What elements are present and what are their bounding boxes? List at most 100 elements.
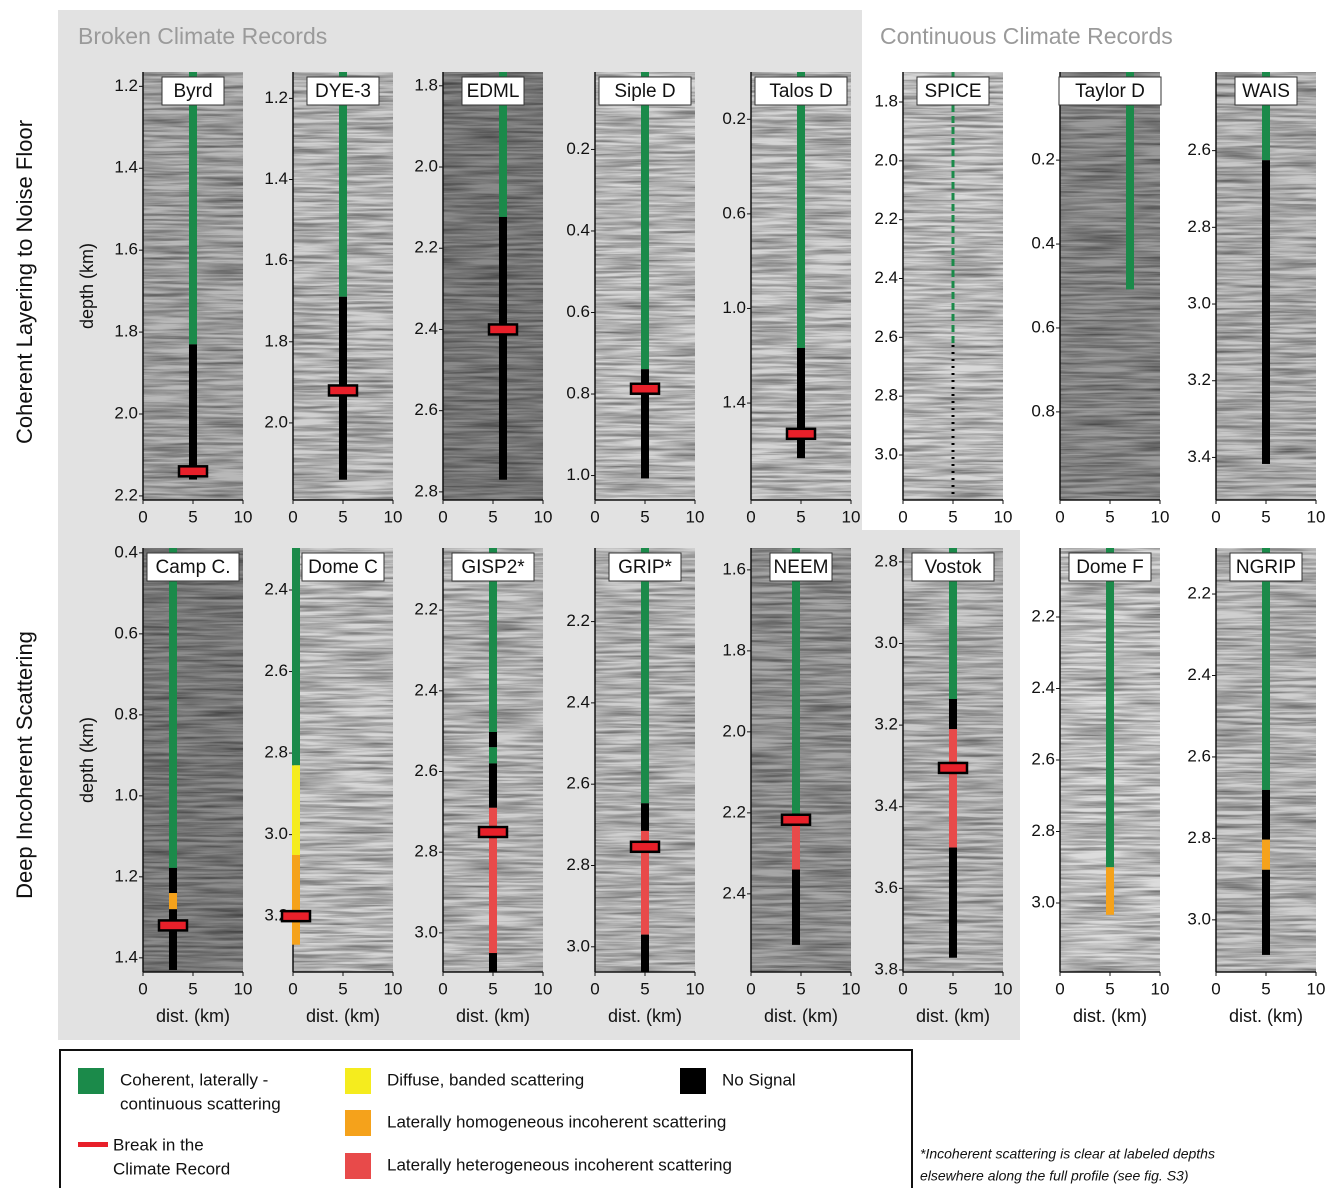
record-segment <box>489 763 497 807</box>
y-tick-label: 2.4 <box>414 680 438 699</box>
y-tick-label: 2.6 <box>1187 746 1211 765</box>
y-tick-label: 1.6 <box>264 250 288 269</box>
x-tick-label: 10 <box>384 507 403 526</box>
record-segment <box>797 348 805 458</box>
x-tick-label: 0 <box>898 507 907 526</box>
y-tick-label: 2.6 <box>1031 749 1055 768</box>
record-segment <box>189 344 197 479</box>
x-tick-label: 0 <box>138 507 147 526</box>
y-tick-label: 2.2 <box>1031 606 1055 625</box>
y-tick-label: 3.2 <box>874 715 898 734</box>
y-tick-label: 1.8 <box>722 640 746 659</box>
x-tick-label: 5 <box>338 979 347 998</box>
y-tick-label: 1.6 <box>114 240 138 259</box>
legend-swatch <box>78 1142 108 1147</box>
y-tick-label: 0.8 <box>566 384 590 403</box>
y-tick-label: 1.8 <box>414 75 438 94</box>
y-tick-label: 2.4 <box>722 883 746 902</box>
panel-title: Camp C. <box>156 557 231 578</box>
legend-swatch <box>680 1068 706 1094</box>
y-tick-label: 1.4 <box>722 393 746 412</box>
x-tick-label: 10 <box>686 507 705 526</box>
y-tick-label: 2.8 <box>874 551 898 570</box>
y-tick-label: 0.2 <box>1031 150 1055 169</box>
x-tick-label: 0 <box>590 507 599 526</box>
x-tick-label: 5 <box>488 979 497 998</box>
x-tick-label: 0 <box>590 979 599 998</box>
y-tick-label: 0.6 <box>566 302 590 321</box>
y-tick-label: 0.8 <box>114 704 138 723</box>
radargram-texture <box>443 72 543 500</box>
row-label: Deep Incoherent Scattering <box>12 631 37 899</box>
y-tick-label: 1.4 <box>264 169 288 188</box>
y-axis-label: depth (km) <box>77 243 97 329</box>
y-tick-label: 3.4 <box>1187 447 1211 466</box>
y-tick-label: 1.0 <box>114 785 138 804</box>
x-tick-label: 10 <box>1307 507 1326 526</box>
record-segment <box>641 803 649 831</box>
record-segment <box>641 935 649 972</box>
y-tick-label: 2.8 <box>1031 821 1055 840</box>
x-tick-label: 0 <box>288 507 297 526</box>
record-segment <box>1262 548 1270 790</box>
y-tick-label: 1.2 <box>114 76 138 95</box>
y-tick-label: 0.2 <box>566 139 590 158</box>
record-segment <box>489 732 497 747</box>
legend-label: Coherent, laterally - <box>120 1070 268 1089</box>
x-tick-label: 10 <box>994 979 1013 998</box>
x-axis-label: dist. (km) <box>916 1006 990 1026</box>
y-tick-label: 3.0 <box>1031 892 1055 911</box>
record-segment <box>1106 548 1114 867</box>
panel-title: Talos D <box>769 81 832 102</box>
record-break <box>489 324 517 334</box>
panel-title: Siple D <box>614 81 675 102</box>
x-tick-label: 5 <box>796 979 805 998</box>
y-tick-label: 2.6 <box>414 400 438 419</box>
record-break <box>282 911 310 921</box>
y-tick-label: 2.6 <box>264 661 288 680</box>
record-segment <box>292 855 300 945</box>
record-segment <box>792 548 800 820</box>
legend-label: Laterally homogeneous incoherent scatter… <box>387 1112 726 1131</box>
record-segment <box>641 548 649 803</box>
record-segment <box>489 953 497 972</box>
x-tick-label: 10 <box>534 979 553 998</box>
row-label: Coherent Layering to Noise Floor <box>12 120 37 444</box>
y-tick-label: 1.2 <box>114 866 138 885</box>
record-segment <box>189 72 197 344</box>
y-tick-label: 3.0 <box>874 444 898 463</box>
y-tick-label: 2.8 <box>874 386 898 405</box>
record-break <box>479 827 507 837</box>
y-tick-label: 3.0 <box>1187 909 1211 928</box>
record-break <box>631 384 659 394</box>
panel-title: GISP2* <box>461 557 525 578</box>
x-axis-label: dist. (km) <box>156 1006 230 1026</box>
y-tick-label: 3.0 <box>874 633 898 652</box>
x-tick-label: 5 <box>948 979 957 998</box>
x-tick-label: 5 <box>1105 979 1114 998</box>
x-tick-label: 0 <box>438 979 447 998</box>
record-segment <box>169 909 177 970</box>
y-tick-label: 0.2 <box>722 109 746 128</box>
x-tick-label: 0 <box>746 507 755 526</box>
x-tick-label: 5 <box>640 979 649 998</box>
y-tick-label: 3.8 <box>874 959 898 978</box>
panel-title: NGRIP <box>1236 557 1296 578</box>
y-tick-label: 0.4 <box>114 542 138 561</box>
footnote: elsewhere along the full profile (see fi… <box>920 1168 1188 1184</box>
record-segment <box>641 72 649 369</box>
y-tick-label: 1.4 <box>114 947 138 966</box>
x-axis-label: dist. (km) <box>1229 1006 1303 1026</box>
y-tick-label: 3.0 <box>566 936 590 955</box>
y-tick-label: 1.8 <box>114 322 138 341</box>
x-tick-label: 5 <box>188 979 197 998</box>
record-segment <box>169 548 177 868</box>
x-tick-label: 5 <box>640 507 649 526</box>
x-tick-label: 5 <box>338 507 347 526</box>
y-tick-label: 1.0 <box>566 465 590 484</box>
y-tick-label: 0.8 <box>1031 401 1055 420</box>
record-break <box>631 842 659 852</box>
x-tick-label: 5 <box>796 507 805 526</box>
record-segment <box>797 72 805 348</box>
y-tick-label: 2.8 <box>1187 828 1211 847</box>
